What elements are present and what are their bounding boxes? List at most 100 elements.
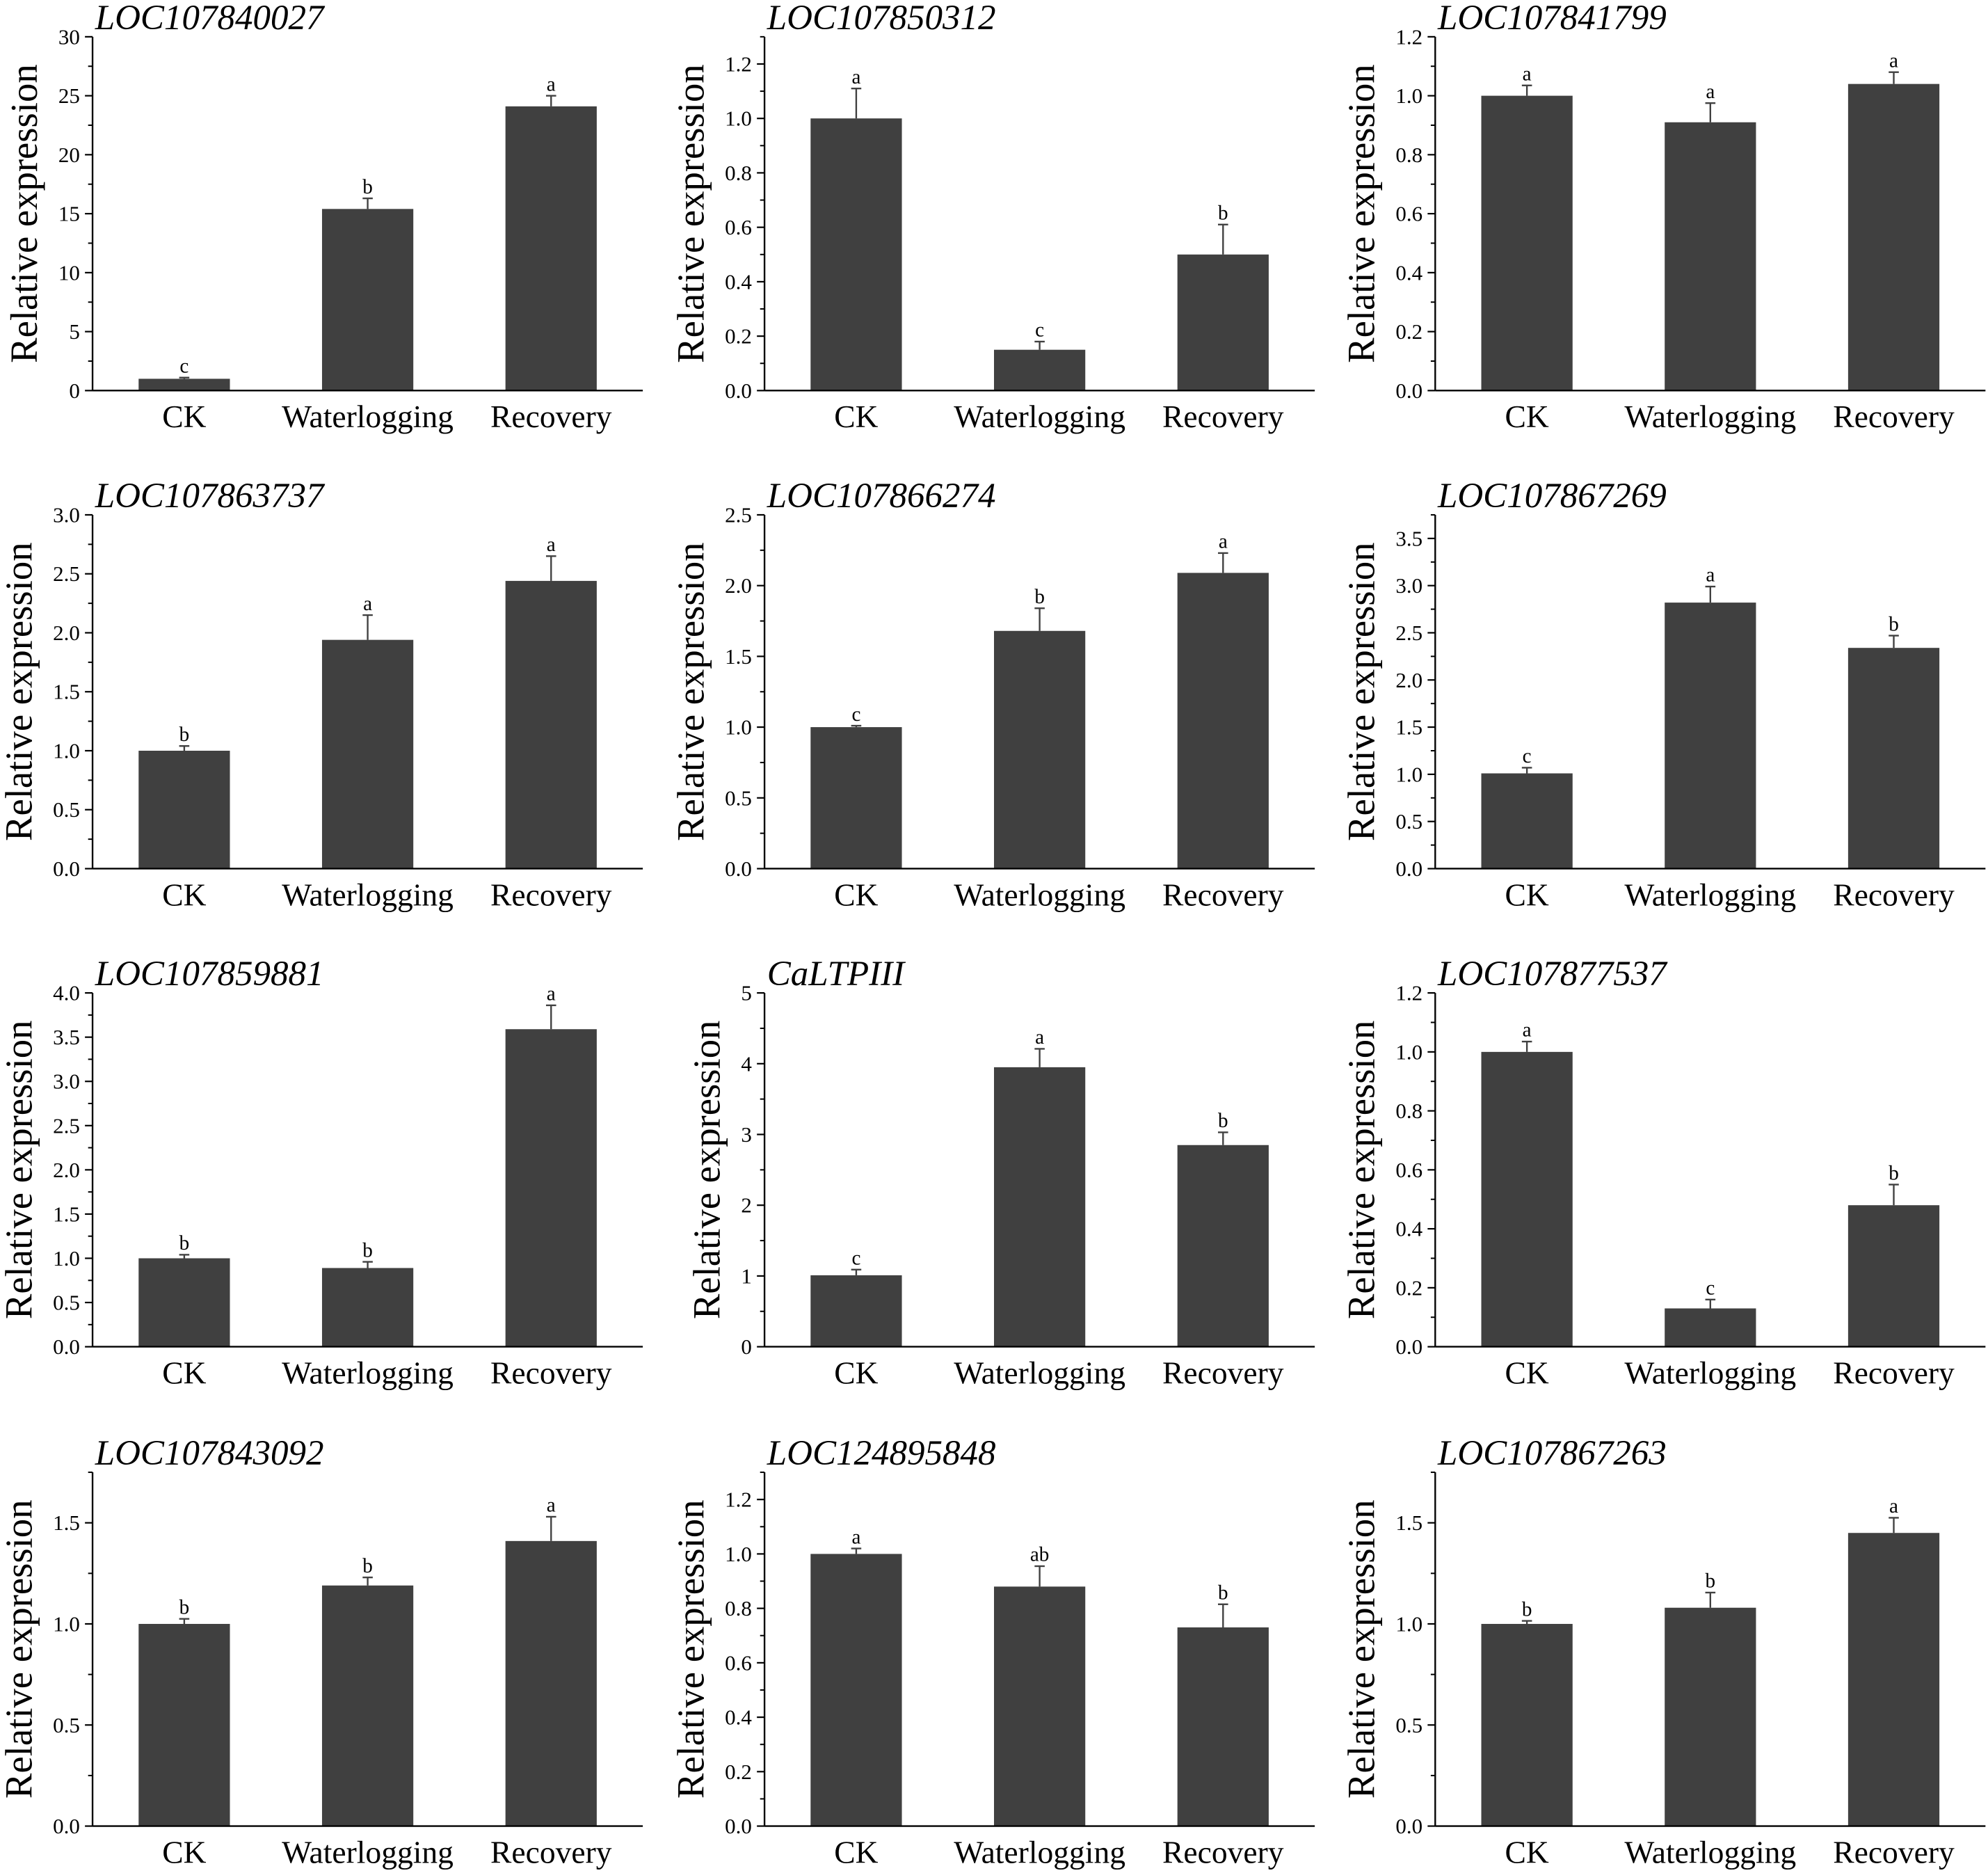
y-tick-label: 4 <box>741 1051 751 1076</box>
x-category-label: Waterlogging <box>282 399 454 434</box>
y-tick-label: 2.5 <box>53 1113 80 1138</box>
y-tick-label: 0.2 <box>1395 1275 1422 1300</box>
bar-waterlogging <box>321 639 414 869</box>
y-tick-label: 0.0 <box>53 1334 80 1359</box>
y-axis-label: Relative expression <box>1340 1500 1383 1799</box>
chart-title: LOC107877537 <box>1437 955 1668 994</box>
error-bar <box>1218 223 1228 255</box>
y-axis-label: Relative expression <box>686 1021 728 1320</box>
chart-title: LOC107866274 <box>767 477 996 516</box>
bar-recovery <box>1847 1533 1940 1826</box>
bar-ck <box>1481 1623 1573 1826</box>
significance-letter: b <box>1218 1110 1228 1132</box>
chart-title: CaLTPIII <box>767 955 906 994</box>
error-bar <box>362 1576 373 1586</box>
chart-panel: LOC107866274 c CK b Waterlogging a Recovery 0.0… <box>669 477 1315 912</box>
x-category-label: Waterlogging <box>954 1355 1125 1390</box>
bar-waterlogging <box>321 1268 414 1347</box>
chart-title: LOC107843092 <box>95 1434 324 1473</box>
y-tick-label: 1.0 <box>1395 1039 1422 1064</box>
chart-panel: CaLTPIII c CK a Waterlogging b Recovery 0 1 2 3 4 5R… <box>686 955 1315 1390</box>
y-tick-label: 0.2 <box>725 1760 752 1784</box>
significance-letter: c <box>851 1247 860 1269</box>
error-bar <box>1889 1517 1899 1533</box>
bar-recovery <box>1177 254 1269 391</box>
y-tick-label: 0.5 <box>725 786 752 810</box>
chart-title: LOC107863737 <box>95 477 326 516</box>
bar-waterlogging <box>321 1585 414 1826</box>
x-category-label: Recovery <box>1833 399 1955 434</box>
chart-panel: LOC107863737 b CK a Waterlogging a Recovery 0.0… <box>0 477 643 912</box>
y-tick-label: 2.0 <box>53 621 80 645</box>
significance-letter: b <box>1522 1598 1532 1620</box>
significance-letter: a <box>547 983 556 1005</box>
x-category-label: Waterlogging <box>1624 877 1796 912</box>
error-bar <box>851 1547 862 1554</box>
chart-title: LOC107867269 <box>1437 477 1667 516</box>
significance-letter: b <box>1218 1581 1228 1604</box>
significance-letter: c <box>1035 319 1044 342</box>
y-tick-label: 1.2 <box>1395 24 1422 49</box>
significance-letter: a <box>1706 564 1715 587</box>
error-bar <box>1218 1131 1228 1145</box>
y-tick-label: 2 <box>741 1193 751 1218</box>
x-category-label: Waterlogging <box>1624 1355 1796 1390</box>
x-category-label: Waterlogging <box>1624 399 1796 434</box>
bar-waterlogging <box>1665 1607 1756 1826</box>
bar-recovery <box>1847 1205 1940 1347</box>
bar-ck <box>1481 1051 1573 1347</box>
x-category-label: CK <box>162 877 206 912</box>
x-category-label: Waterlogging <box>954 877 1125 912</box>
significance-letter: b <box>179 1232 190 1254</box>
y-tick-label: 0.4 <box>725 269 752 294</box>
x-category-label: Recovery <box>1162 399 1284 434</box>
x-category-label: CK <box>162 399 206 434</box>
significance-letter: a <box>851 66 860 88</box>
y-tick-label: 1.0 <box>725 1542 752 1566</box>
y-tick-label: 10 <box>58 260 80 285</box>
x-category-label: Recovery <box>1162 1834 1284 1870</box>
y-tick-label: 3 <box>741 1122 751 1147</box>
y-tick-label: 0.4 <box>725 1705 752 1730</box>
bar-ck <box>138 378 230 391</box>
chart-panel: LOC107841799 a CK a Waterlogging a Recovery 0.0… <box>1340 0 1986 434</box>
chart-title: LOC107867263 <box>1437 1434 1667 1473</box>
bar-ck <box>138 1623 230 1826</box>
y-axis-label: Relative expression <box>1340 64 1383 363</box>
significance-letter: a <box>1035 1026 1044 1049</box>
y-tick-label: 5 <box>69 319 79 344</box>
y-tick-label: 0.6 <box>725 1650 752 1675</box>
error-bar <box>1218 1603 1228 1628</box>
y-axis-label: Relative expression <box>0 1500 40 1799</box>
bar-ck <box>810 1554 902 1826</box>
x-category-label: CK <box>834 399 878 434</box>
x-category-label: CK <box>834 1834 878 1870</box>
error-bar <box>1034 607 1045 631</box>
error-bar <box>362 614 373 640</box>
y-tick-label: 1 <box>741 1264 751 1288</box>
significance-letter: b <box>362 1555 373 1577</box>
error-bar <box>1705 1298 1716 1309</box>
bar-recovery <box>505 1029 597 1347</box>
y-tick-label: 1.0 <box>725 715 752 740</box>
significance-letter: c <box>1706 1277 1715 1300</box>
chart-panel: LOC107843092 b CK b Waterlogging a Recovery 0.0… <box>0 1434 643 1870</box>
y-tick-label: 3.5 <box>1395 526 1422 550</box>
y-tick-label: 0.5 <box>1395 809 1422 834</box>
y-tick-label: 0.8 <box>1395 143 1422 167</box>
y-tick-label: 0.5 <box>53 1713 80 1737</box>
chart-panel: LOC107850312 a CK c Waterlogging b Recovery 0.0… <box>669 0 1315 434</box>
y-tick-label: 0.5 <box>1395 1713 1422 1737</box>
significance-letter: c <box>1523 745 1532 767</box>
significance-letter: b <box>179 1596 190 1618</box>
y-tick-label: 1.5 <box>53 1202 80 1226</box>
y-tick-label: 1.2 <box>1395 981 1422 1005</box>
significance-letter: b <box>1218 202 1228 224</box>
y-tick-label: 1.5 <box>53 680 80 704</box>
x-category-label: Recovery <box>490 1834 612 1870</box>
x-category-label: CK <box>1505 399 1549 434</box>
y-tick-label: 3.0 <box>53 502 80 527</box>
x-category-label: Recovery <box>490 399 612 434</box>
y-tick-label: 3.0 <box>1395 573 1422 598</box>
